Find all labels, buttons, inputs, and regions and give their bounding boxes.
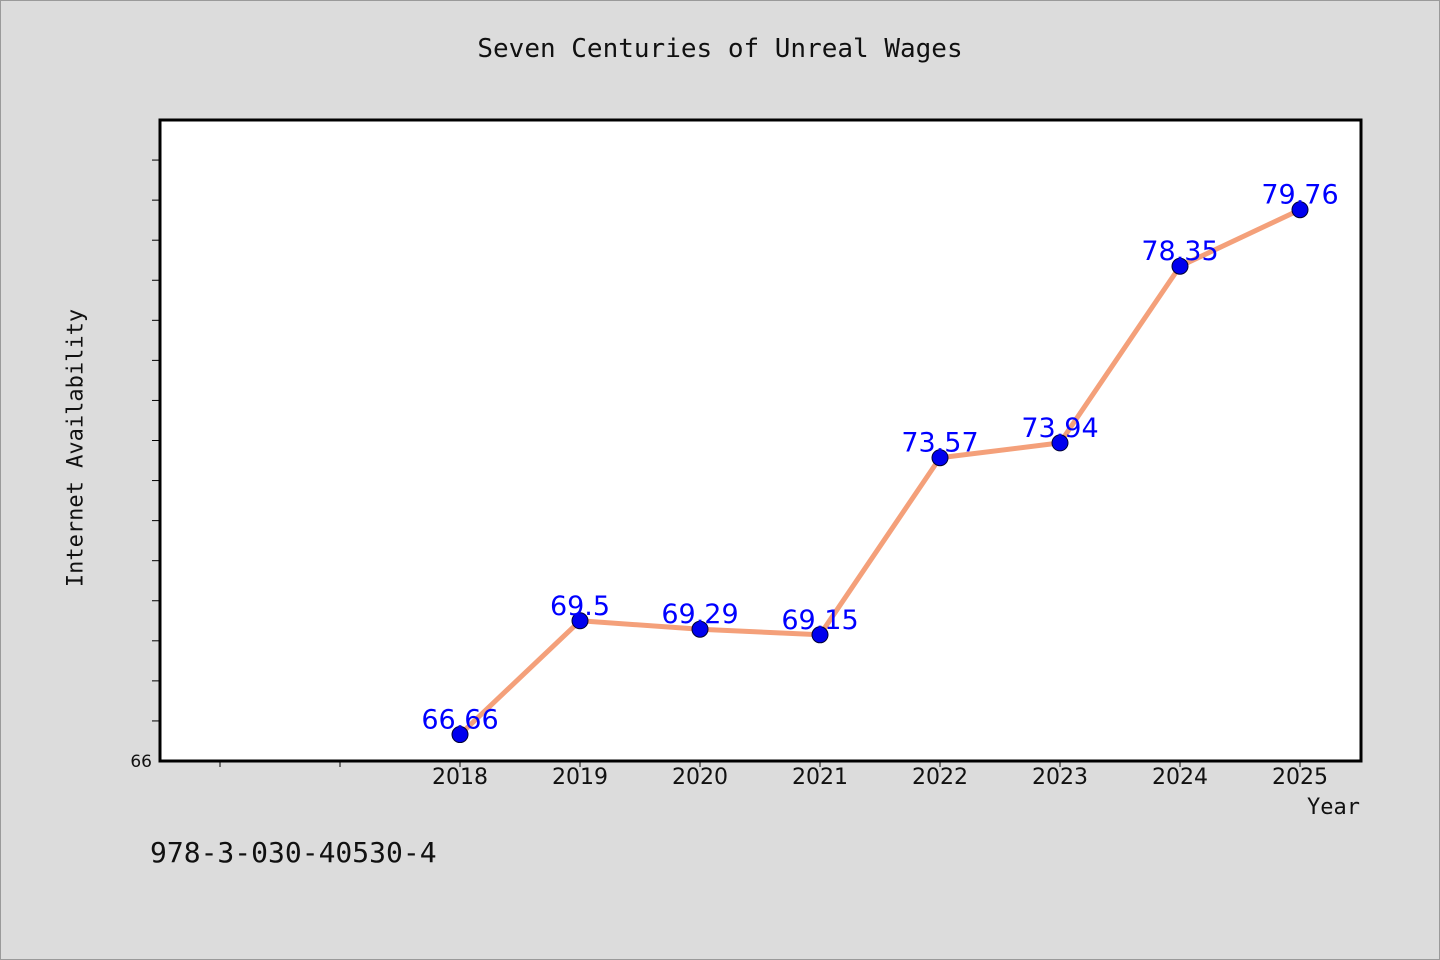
data-label-2020: 69.29 — [661, 599, 738, 630]
data-point-2023 — [1051, 434, 1069, 452]
data-label-2018: 66.66 — [421, 705, 498, 736]
x-axis-label: Year — [1307, 795, 1360, 820]
x-tick-label-2020: 2020 — [672, 765, 728, 790]
x-tick-label-2022: 2022 — [912, 765, 968, 790]
data-label-2025: 79.76 — [1261, 180, 1338, 211]
x-tick-label-2021: 2021 — [792, 765, 848, 790]
y-tick-label: 66 — [130, 752, 152, 772]
data-point-2022 — [931, 449, 949, 467]
plot-area — [158, 118, 1363, 763]
x-tick-label-2025: 2025 — [1272, 765, 1328, 790]
data-point-2025 — [1291, 201, 1309, 219]
data-point-2024 — [1171, 257, 1189, 275]
chart-title: Seven Centuries of Unreal Wages — [477, 34, 963, 64]
data-label-2023: 73.94 — [1021, 413, 1098, 444]
data-point-2018 — [451, 726, 469, 744]
series-line — [458, 207, 1302, 737]
x-tick-label-2024: 2024 — [1152, 765, 1208, 790]
x-tick-label-2018: 2018 — [432, 765, 488, 790]
x-tick-label-2023: 2023 — [1032, 765, 1088, 790]
data-point-2019 — [571, 612, 589, 630]
data-label-2024: 78.35 — [1141, 236, 1218, 267]
data-label-2019: 69.5 — [550, 591, 610, 622]
data-label-2021: 69.15 — [781, 605, 858, 636]
data-point-2020 — [691, 620, 709, 638]
footer-isbn: 978-3-030-40530-4 — [150, 836, 437, 869]
data-point-2021 — [811, 626, 829, 644]
data-label-2022: 73.57 — [901, 428, 978, 459]
x-tick-label-2019: 2019 — [552, 765, 608, 790]
